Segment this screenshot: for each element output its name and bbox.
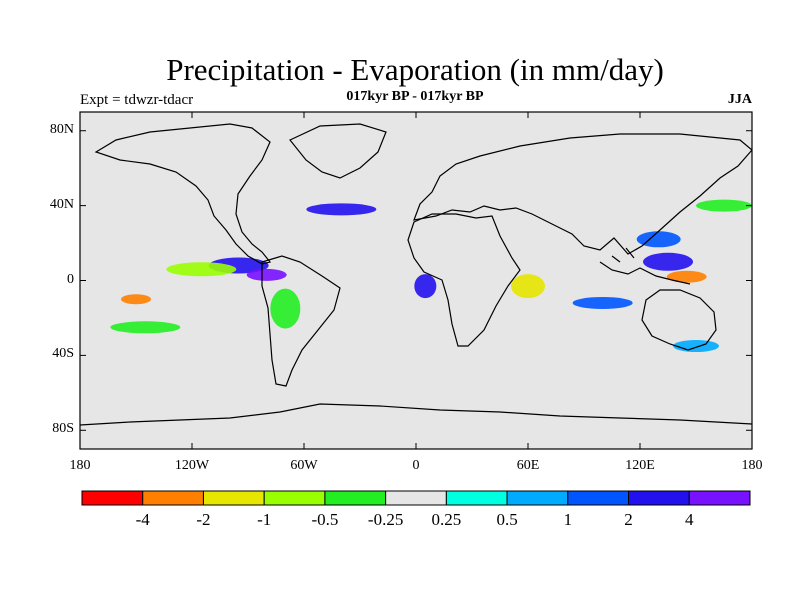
lon-tick-label: 180	[69, 458, 91, 473]
australia-coast	[641, 289, 717, 351]
africa-coast	[407, 213, 521, 347]
lat-tick-label: 40S	[52, 346, 74, 362]
anomaly-patch	[696, 199, 752, 212]
anomaly-patch	[414, 274, 437, 299]
colorbar-label: -1	[257, 510, 272, 529]
lat-tick-label: 80S	[52, 421, 74, 437]
colorbar-swatch	[202, 490, 265, 506]
anomaly-patch	[270, 288, 301, 329]
lon-tick-label: 0	[412, 458, 420, 473]
eurasia-coast	[413, 133, 752, 255]
page-title: Precipitation - Evaporation (in mm/day)	[166, 52, 664, 87]
lat-tick-label: 40N	[49, 196, 74, 212]
lon-tick-label: 60W	[290, 458, 318, 473]
colorbar-label: -4	[135, 510, 150, 529]
colorbar-swatch	[506, 490, 569, 506]
colorbar-swatch	[263, 490, 326, 506]
north-america-coast	[94, 123, 272, 265]
anomaly-patch	[511, 274, 545, 299]
colorbar-swatch	[688, 490, 751, 506]
colorbar-swatch	[324, 490, 387, 506]
colorbar-swatch	[567, 490, 630, 506]
anomaly-patch	[666, 270, 707, 283]
anomaly-patch	[246, 268, 287, 281]
anomaly-patch	[306, 203, 377, 216]
lon-tick-label: 60E	[516, 458, 540, 473]
south-america-coast	[261, 255, 341, 387]
colorbar-swatch	[628, 490, 690, 506]
colorbar-label: 0.5	[496, 510, 518, 529]
lon-tick-label: 120E	[625, 458, 655, 473]
lon-tick-label: 180	[741, 458, 763, 473]
colorbar-swatch	[142, 490, 204, 506]
experiment-label: Expt = tdwzr-tdacr	[80, 92, 194, 108]
anomaly-patch	[110, 321, 181, 334]
colorbar-label: -0.5	[311, 510, 339, 529]
anomaly-patch	[636, 231, 681, 248]
axis-ticks	[79, 112, 753, 449]
colorbar-label: 2	[624, 510, 633, 529]
colorbar-swatch	[81, 490, 144, 506]
colorbar-label: 4	[685, 510, 694, 529]
period-label: 017kyr BP - 017kyr BP	[346, 89, 484, 104]
anomaly-field	[110, 199, 752, 353]
anomaly-patch	[643, 252, 693, 271]
antarctica-coast	[80, 403, 752, 426]
colorbar-label: -2	[196, 510, 211, 529]
colorbar-label: 1	[563, 510, 573, 529]
season-label: JJA	[727, 92, 752, 107]
coastlines	[80, 123, 752, 426]
colorbar-label: 0.25	[431, 510, 462, 529]
colorbar-swatch	[385, 490, 447, 506]
lon-tick-label: 120W	[174, 458, 210, 473]
anomaly-patch	[572, 296, 633, 309]
anomaly-patch	[121, 294, 151, 305]
anomaly-patch	[166, 262, 237, 277]
colorbar-label: -0.25	[367, 510, 404, 529]
maritime-continent-coast	[599, 247, 691, 285]
colorbar-swatch	[445, 490, 508, 506]
lat-tick-label: 80N	[49, 121, 74, 137]
greenland-coast	[289, 123, 387, 179]
lat-tick-label: 0	[67, 271, 74, 287]
